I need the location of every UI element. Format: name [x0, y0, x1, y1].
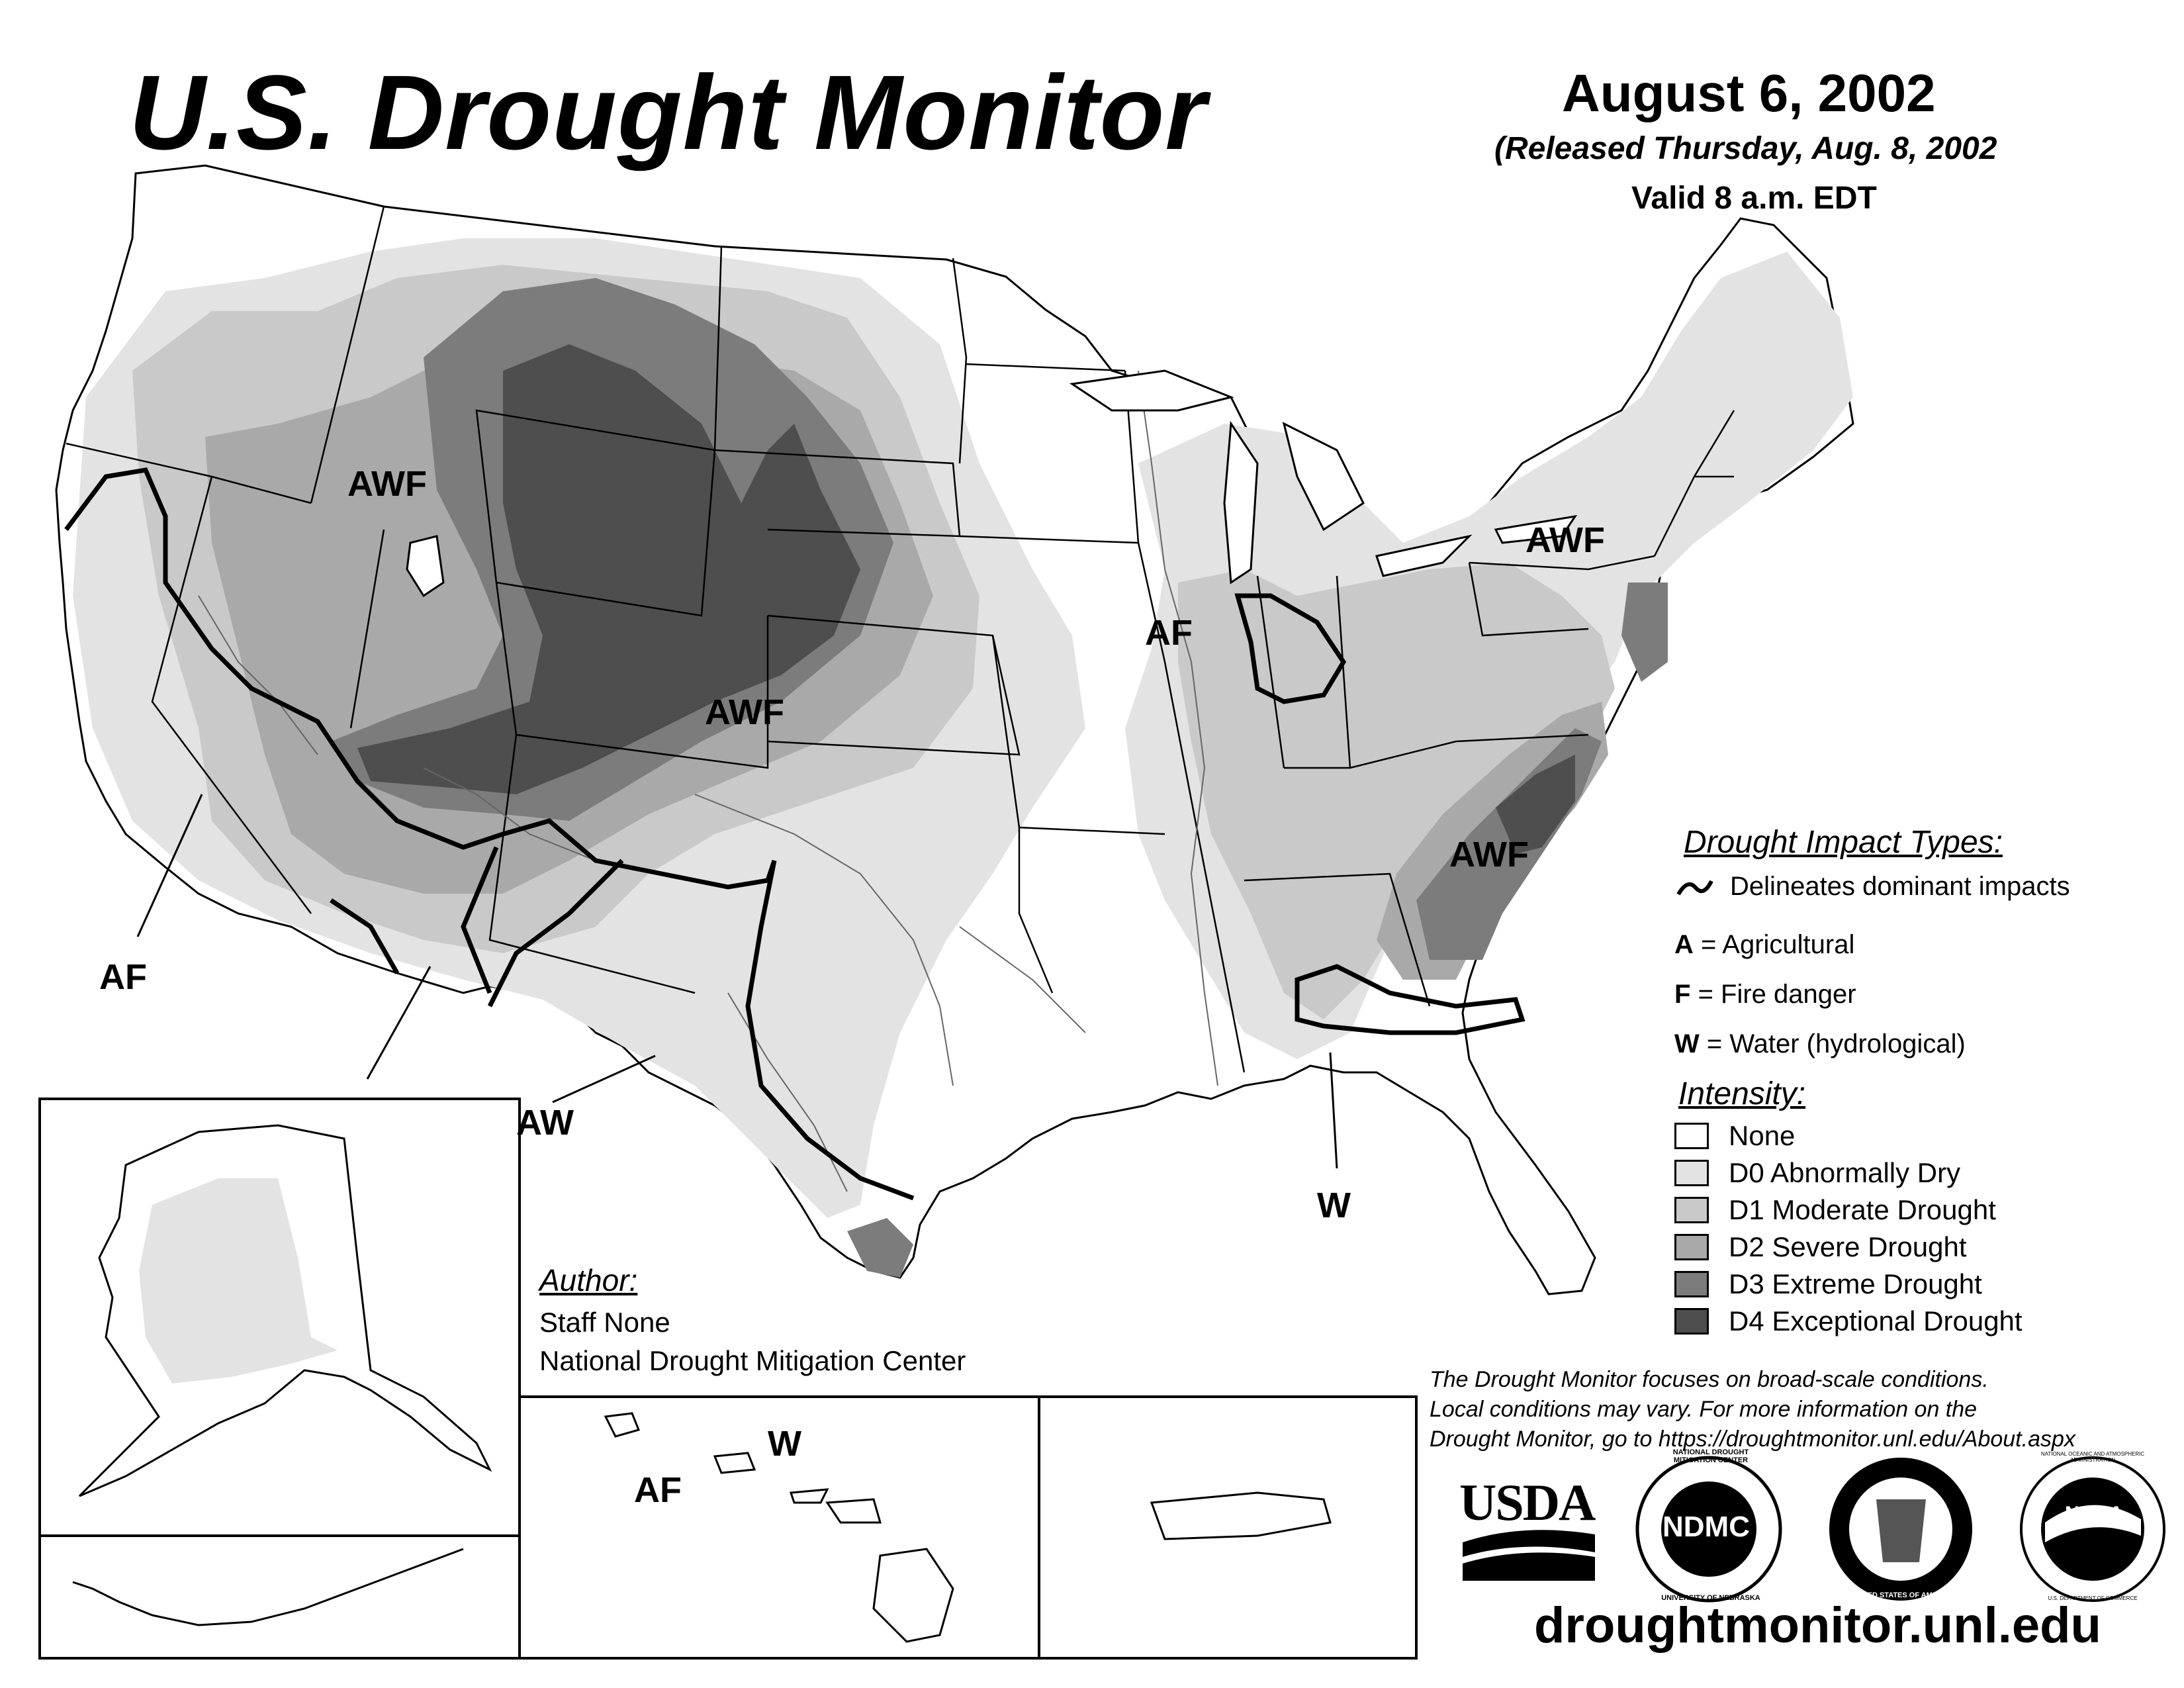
disclaimer-line: Drought Monitor, go to https://droughtmo…: [1430, 1427, 2075, 1452]
region-label-hawaii-af: AF: [634, 1470, 682, 1510]
noaa-ring-bottom: U.S. DEPARTMENT OF COMMERCE: [2048, 1595, 2138, 1601]
disclaimer: The Drought Monitor focuses on broad-sca…: [1430, 1365, 2171, 1454]
legend-water-row: W = Water (hydrological): [1674, 1029, 1966, 1059]
legend-delineates-row: Delineates dominant impacts: [1674, 872, 2070, 902]
swatch-d2: [1674, 1234, 1709, 1260]
usda-logo: [1463, 1530, 1595, 1581]
d3-zone-midatlantic: [1621, 583, 1668, 682]
d1-zone-east: [1178, 563, 1615, 1019]
intensity-label: None: [1729, 1120, 1796, 1151]
legend-intensity-d4: D4 Exceptional Drought: [1674, 1305, 2023, 1336]
d3-texas-coast: [847, 1218, 913, 1278]
ndmc-logo-text: NDMC: [1662, 1511, 1750, 1543]
disclaimer-line: Local conditions may vary. For more info…: [1430, 1397, 1978, 1422]
drought-zones: [73, 238, 1853, 1278]
legend-intensity-d2: D2 Severe Drought: [1674, 1231, 1967, 1262]
swatch-none: [1674, 1123, 1709, 1149]
fire-code: F: [1674, 980, 1691, 1009]
agricultural-text: = Agricultural: [1701, 930, 1855, 959]
legend-intensity-d3: D3 Extreme Drought: [1674, 1268, 1982, 1299]
impact-delineation-lines: [64, 467, 1525, 1201]
author-org: National Drought Mitigation Center: [539, 1345, 966, 1376]
author-heading: Author:: [539, 1263, 638, 1297]
d4-zone-west: [357, 344, 860, 794]
region-label-california: AF: [99, 957, 147, 997]
commerce-ring-bottom: UNITED STATES OF AMERICA: [1850, 1591, 1956, 1599]
release-date: (Released Thursday, Aug. 8, 2002: [1494, 131, 1997, 166]
legend-intensity-none: None: [1674, 1120, 1796, 1151]
legend-intensity-d0: D0 Abnormally Dry: [1674, 1157, 1961, 1188]
agricultural-code: A: [1674, 930, 1694, 959]
swatch-d0: [1674, 1160, 1709, 1186]
valid-time: Valid 8 a.m. EDT: [1631, 181, 1877, 216]
region-label-northwest: AWF: [347, 464, 427, 504]
alaska-d0-zone: [139, 1178, 338, 1383]
ndmc-ring-bottom: UNIVERSITY OF NEBRASKA: [1661, 1594, 1760, 1602]
region-label-texas-west: AW: [516, 1103, 574, 1143]
water-text: = Water (hydrological): [1706, 1029, 1966, 1058]
hawaii-islands: [604, 1412, 954, 1643]
usda-logo-text: USDA: [1459, 1474, 1596, 1531]
water-code: W: [1674, 1029, 1700, 1058]
ndmc-logo: [1635, 1456, 1782, 1603]
legend-intensity-d1: D1 Moderate Drought: [1674, 1194, 1996, 1225]
website-url[interactable]: droughtmonitor.unl.edu: [1534, 1597, 2101, 1654]
aleutian-islands: [72, 1548, 464, 1626]
author-block: Author: Staff None National Drought Miti…: [539, 1261, 966, 1380]
delineation-line-icon: [1676, 880, 1713, 896]
region-label-northeast: AWF: [1525, 520, 1605, 560]
intensity-label: D2 Severe Drought: [1729, 1231, 1967, 1262]
map-date: August 6, 2002: [1562, 64, 1936, 122]
noaa-logo-text: NOAA: [2065, 1503, 2124, 1524]
fire-text: = Fire danger: [1698, 980, 1856, 1009]
great-salt-lake: [406, 535, 445, 598]
state-boundaries: [66, 206, 1735, 1073]
region-label-southeast: AWF: [1449, 835, 1529, 874]
commerce-ring-top: DEPARTMENT OF COMMERCE: [1848, 1451, 1957, 1459]
puerto-rico-outline: [1150, 1491, 1332, 1540]
ndmc-ring-top: NATIONAL DROUGHT MITIGATION CENTER: [1672, 1448, 1749, 1464]
intensity-label: D4 Exceptional Drought: [1729, 1305, 2023, 1336]
disclaimer-line: The Drought Monitor focuses on broad-sca…: [1430, 1367, 1989, 1392]
legend-fire-row: F = Fire danger: [1674, 980, 1856, 1009]
aleutians-inset-frame: [38, 1534, 521, 1660]
page-title: U.S. Drought Monitor: [129, 53, 1207, 171]
intensity-label: D1 Moderate Drought: [1729, 1194, 1996, 1225]
commerce-seal-logo: [1829, 1458, 1972, 1601]
d4-zone-east: [1496, 755, 1575, 854]
region-label-rockies: AWF: [705, 692, 784, 732]
region-label-hawaii-w: W: [768, 1424, 801, 1464]
legend-agricultural-row: A = Agricultural: [1674, 930, 1854, 960]
region-label-midwest: AF: [1145, 613, 1193, 653]
noaa-ring-top: NATIONAL OCEANIC AND ATMOSPHERIC ADMINIS…: [2040, 1451, 2145, 1463]
intensity-label: D3 Extreme Drought: [1729, 1268, 1982, 1299]
hawaii-inset-frame: [518, 1395, 1040, 1660]
delineates-text: Delineates dominant impacts: [1730, 872, 2070, 901]
author-name: Staff None: [539, 1307, 670, 1338]
intensity-heading: Intensity:: [1678, 1076, 1806, 1111]
impact-types-heading: Drought Impact Types:: [1684, 825, 2003, 860]
great-lakes: [1069, 369, 1578, 585]
swatch-d3: [1674, 1271, 1709, 1297]
swatch-d1: [1674, 1197, 1709, 1223]
intensity-label: D0 Abnormally Dry: [1729, 1157, 1961, 1188]
swatch-d4: [1674, 1308, 1709, 1335]
region-label-florida-panhandle: W: [1317, 1186, 1351, 1225]
noaa-logo: [2020, 1456, 2165, 1602]
